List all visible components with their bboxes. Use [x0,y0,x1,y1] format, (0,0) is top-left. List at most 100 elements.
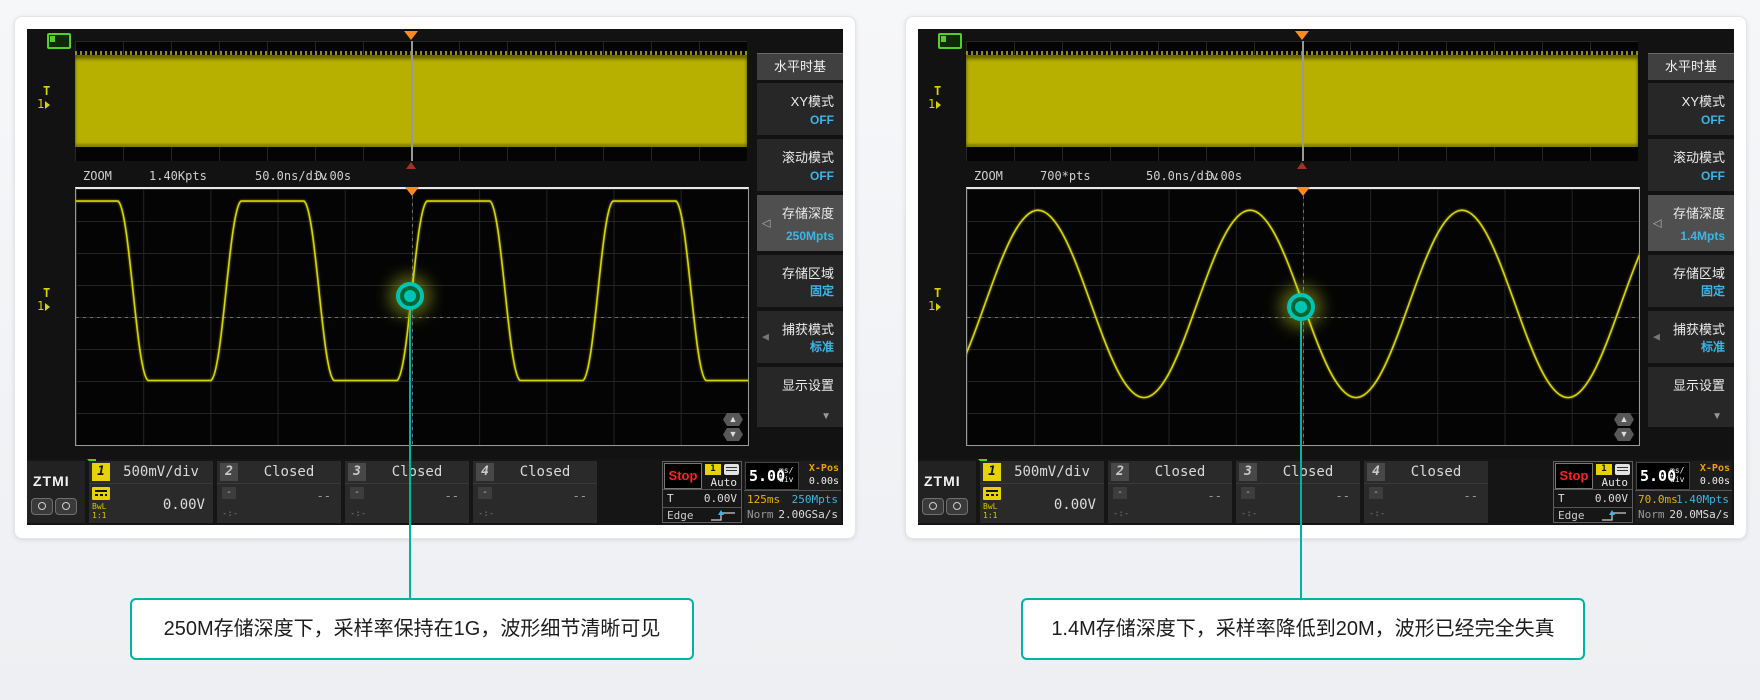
channel-4-sub: -:- [478,509,495,519]
record-row: 70.0ms 1.40Mpts [1635,490,1732,508]
bandwidth-limit-label: BwL [92,502,107,511]
timebase-scale-box[interactable]: 5.00 ms/ div [745,462,799,490]
menu-item-value: OFF [1701,169,1725,183]
marker-channel-label: 1 [928,299,936,313]
coupling-placeholder: - [222,487,236,499]
trigger-source-badge: 1 [705,464,721,475]
menu-item-acquire-mode[interactable]: ◀ 捕获模式 标准 [1648,311,1734,363]
touch-icon[interactable] [31,498,53,515]
zoom-mode-label: ZOOM [83,169,112,183]
caption-box-left: 250M存储深度下，采样率保持在1G，波形细节清晰可见 [130,598,694,660]
channel-1-scale: 500mV/div [123,464,199,480]
menu-item-display-settings[interactable]: 显示设置 ▼ [1648,367,1734,427]
panel-icon [1615,464,1630,475]
touch-icon[interactable] [922,498,944,515]
menu-sidebar: 水平时基 XY模式 OFF 滚动模式 OFF ◁ 存储深度 1.4Mpts 存储… [1646,29,1734,459]
coupling-placeholder: - [350,487,364,499]
chevron-down-icon: ▼ [821,411,831,422]
scroll-buttons: ▲ ▼ [1614,411,1634,441]
drag-icon[interactable] [55,498,77,515]
menu-item-xy-mode[interactable]: XY模式 OFF [757,83,843,135]
marker-channel-label: 1 [928,97,936,111]
channel-1-scale: 500mV/div [1014,464,1090,480]
zoom-trigger-marker-icon [1296,187,1310,196]
marker-t-label: T [43,286,51,300]
menu-item-memory-region[interactable]: 存储区域 固定 [757,255,843,307]
run-state-indicator[interactable]: Stop [664,463,702,489]
run-state-indicator[interactable]: Stop [1555,463,1593,489]
record-time-value: 125ms [747,493,781,506]
caption-text: 250M存储深度下，采样率保持在1G，波形细节清晰可见 [163,618,661,640]
scroll-up-icon[interactable]: ▲ [723,413,743,426]
trigger-level-marker-zoom: T 1 [928,287,958,312]
scope-card-left: T 1 T 1 ZOOM 1.40Kpts 50.0ns/div 0.00s ▲… [14,16,856,539]
menu-title: 水平时基 [1648,53,1734,80]
channel-2-badge: 2 [220,463,238,481]
marker-arrow-icon [45,100,51,109]
caption-text: 1.4M存储深度下，采样率降低到20M，波形已经完全失真 [1051,618,1555,640]
channel-4-cell[interactable]: 4 Closed - -- -:- [473,461,597,523]
trigger-level-marker-main: T 1 [37,85,67,110]
channel-3-cell[interactable]: 3 Closed - -- -:- [345,461,469,523]
menu-item-label: 存储区域 [781,266,834,281]
menu-item-memory-region[interactable]: 存储区域 固定 [1648,255,1734,307]
channel-2-cell[interactable]: 2 Closed - -- -:- [217,461,341,523]
menu-item-label: 存储区域 [1672,266,1725,281]
panel-icon [724,464,739,475]
menu-sidebar: 水平时基 XY模式 OFF 滚动模式 OFF ◁ 存储深度 250Mpts 存储… [755,29,843,459]
scroll-up-icon[interactable]: ▲ [1614,413,1634,426]
menu-item-value: 250Mpts [785,229,834,243]
coupling-placeholder: - [478,487,492,499]
rising-edge-icon [1600,510,1628,525]
trigger-status-cell: Stop 1 Auto T 0.00V Edge [1553,461,1633,523]
acquisition-row: Norm 20.0MSa/s [1635,508,1732,523]
channel-1-cell[interactable]: 1 500mV/div BwL 1:1 0.00V [89,461,213,523]
zoom-window: ▲ ▼ [75,187,749,446]
menu-item-memory-depth[interactable]: ◁ 存储深度 1.4Mpts [1648,195,1734,251]
trigger-level-marker-zoom: T 1 [37,287,67,312]
channel-4-badge: 4 [1367,463,1385,481]
menu-item-acquire-mode[interactable]: ◀ 捕获模式 标准 [757,311,843,363]
channel-1-cell[interactable]: 1 500mV/div BwL 1:1 0.00V [980,461,1104,523]
scroll-down-icon[interactable]: ▼ [723,428,743,441]
trigger-sweep-mode: Auto [1601,476,1629,489]
timebase-row-scale: 5.00 ms/ div X-Pos 0.00s [1635,461,1732,490]
scroll-down-icon[interactable]: ▼ [1614,428,1634,441]
probe-ratio-label: 1:1 [983,511,998,520]
xpos-label: X-Pos [1699,463,1730,474]
timebase-scale-box[interactable]: 5.00 ms/ div [1636,462,1690,490]
zoom-timebase-value: 50.0ns/div [255,169,328,183]
menu-item-value: 标准 [1700,340,1725,354]
callout-marker-dot [1295,301,1307,313]
capture-icon-inner [50,36,55,42]
menu-item-memory-depth[interactable]: ◁ 存储深度 250Mpts [757,195,843,251]
channel-1-offset: 0.00V [1053,497,1096,513]
callout-marker [396,282,424,310]
menu-item-xy-mode[interactable]: XY模式 OFF [1648,83,1734,135]
drag-icon[interactable] [946,498,968,515]
channel-2-cell[interactable]: 2 Closed - -- -:- [1108,461,1232,523]
timebase-unit: ms/ div [779,466,794,484]
menu-item-roll-mode[interactable]: 滚动模式 OFF [1648,139,1734,191]
menu-item-display-settings[interactable]: 显示设置 ▼ [757,367,843,427]
trigger-type-label: Edge [1558,509,1585,522]
brand-logo: ZTMI [924,473,961,489]
menu-item-label: XY模式 [790,94,834,109]
channel-4-cell[interactable]: 4 Closed - -- -:- [1364,461,1488,523]
menu-item-value: OFF [810,169,834,183]
trigger-row-type: Edge [1554,507,1632,524]
menu-item-label: 显示设置 [1672,378,1725,393]
menu-item-value: 固定 [809,284,834,298]
brand-logo-cell: ZTMI [27,461,85,523]
timebase-cell: 5.00 ms/ div X-Pos 0.00s 70.0ms 1.40Mpts… [1635,461,1732,523]
zoom-points-value: 700*pts [1040,169,1091,183]
channel-2-offset: -- [1207,489,1222,503]
status-bar: ZTMI 1 500mV/div BwL 1:1 0.00V 2 Closed … [918,459,1734,525]
channel-3-cell[interactable]: 3 Closed - -- -:- [1236,461,1360,523]
menu-title: 水平时基 [757,53,843,80]
menu-item-roll-mode[interactable]: 滚动模式 OFF [757,139,843,191]
channel-2-status: Closed [263,464,315,480]
sample-rate-value: 20.0MSa/s [1669,508,1729,521]
timebase-scale-value: 5.00 [749,467,786,485]
zoom-mode-label: ZOOM [974,169,1003,183]
